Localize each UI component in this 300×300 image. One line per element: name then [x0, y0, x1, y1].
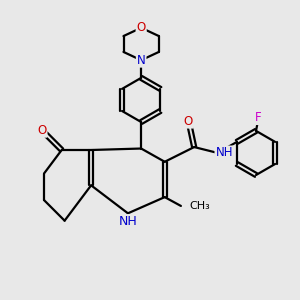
Text: O: O — [184, 115, 193, 128]
Text: O: O — [136, 21, 146, 34]
Text: N: N — [137, 54, 146, 67]
Text: O: O — [37, 124, 46, 137]
Text: F: F — [255, 111, 261, 124]
Text: CH₃: CH₃ — [189, 201, 210, 211]
Text: NH: NH — [215, 146, 233, 159]
Text: NH: NH — [118, 215, 137, 228]
